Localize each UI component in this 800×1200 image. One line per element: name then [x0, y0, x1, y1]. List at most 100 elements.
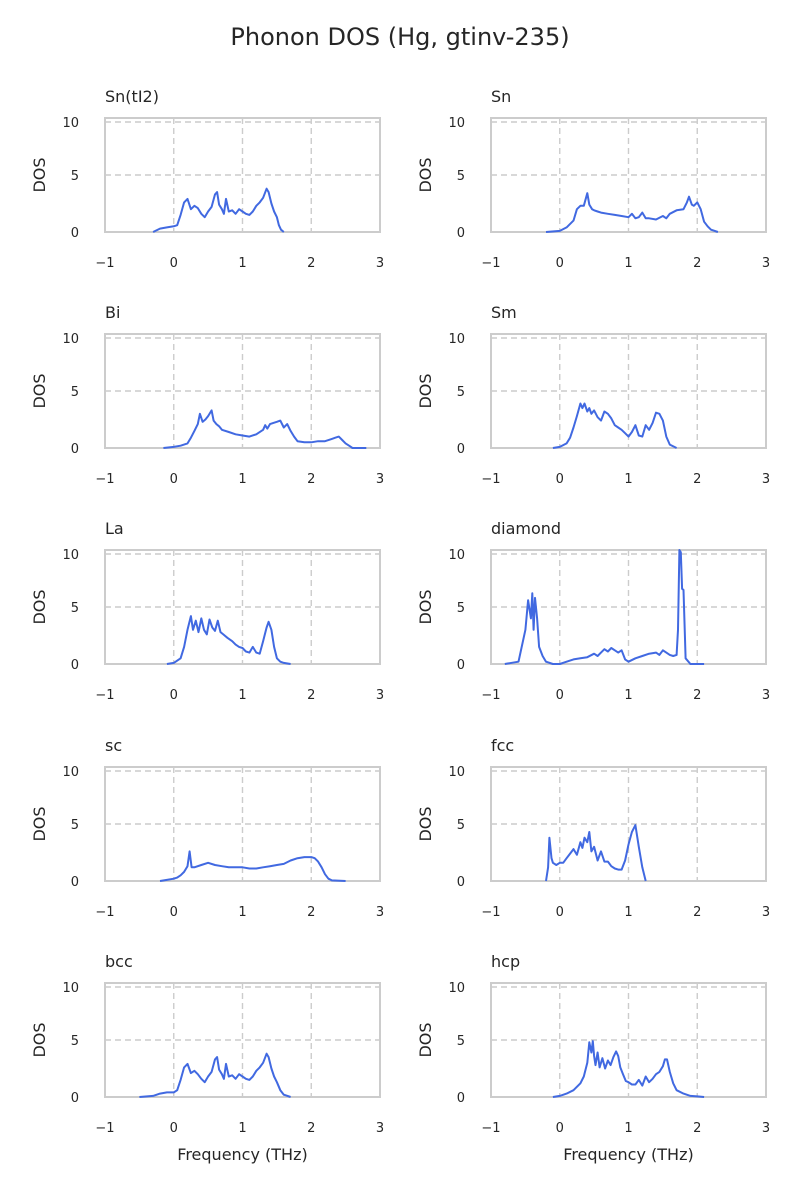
- x-tick-label: 0: [170, 256, 178, 271]
- x-tick-label: −1: [481, 472, 500, 487]
- y-tick-label: 5: [457, 1034, 465, 1049]
- x-tick-label: 1: [624, 1121, 632, 1136]
- x-tick-label: 3: [376, 472, 384, 487]
- x-axis-label: Frequency (THz): [563, 1145, 693, 1164]
- figure-title: Phonon DOS (Hg, gtinv-235): [230, 23, 569, 51]
- x-tick-label: 0: [556, 1121, 564, 1136]
- y-tick-label: 10: [448, 765, 465, 780]
- dos-curve-hcp: [552, 1040, 705, 1098]
- x-tick-label: 0: [170, 905, 178, 920]
- panel-diamond: −1 0 1 2 3 0 5 10 diamond DOS: [416, 519, 770, 703]
- x-tick-label: 1: [624, 688, 632, 703]
- y-tick-label: 0: [71, 226, 79, 241]
- y-tick-label: 10: [62, 548, 79, 563]
- panel-la: −1 0 1 2 3 0 5 10 La DOS: [30, 519, 384, 703]
- dos-curve-fcc: [545, 824, 647, 882]
- y-tick-label: 10: [448, 332, 465, 347]
- x-tick-label: 0: [170, 1121, 178, 1136]
- x-tick-label: −1: [95, 688, 114, 703]
- dos-curve-la: [166, 615, 291, 665]
- x-axis-label: Frequency (THz): [177, 1145, 307, 1164]
- y-tick-label: 5: [457, 169, 465, 184]
- y-axis-label: DOS: [30, 373, 49, 408]
- x-tick-label: −1: [481, 1121, 500, 1136]
- y-tick-label: 10: [448, 981, 465, 996]
- x-tick-label: 0: [556, 688, 564, 703]
- dos-curve-bi: [163, 409, 367, 449]
- y-tick-label: 0: [71, 1091, 79, 1106]
- x-tick-label: 0: [556, 905, 564, 920]
- panel-title: Sm: [491, 303, 517, 322]
- y-tick-label: 5: [457, 601, 465, 616]
- y-tick-label: 10: [62, 981, 79, 996]
- x-tick-label: −1: [95, 1121, 114, 1136]
- panel-sn-ti2: −1 0 1 2 3 0 5 10 Sn(tI2) DOS: [30, 87, 384, 271]
- y-tick-label: 10: [448, 548, 465, 563]
- x-tick-label: −1: [481, 688, 500, 703]
- x-tick-label: 3: [376, 256, 384, 271]
- y-tick-label: 5: [71, 1034, 79, 1049]
- y-tick-label: 0: [457, 875, 465, 890]
- y-axis-label: DOS: [416, 1022, 435, 1057]
- panel-title: La: [105, 519, 124, 538]
- x-tick-label: 2: [693, 256, 701, 271]
- x-tick-label: 2: [693, 905, 701, 920]
- x-tick-label: 1: [238, 472, 246, 487]
- y-tick-label: 0: [71, 442, 79, 457]
- y-axis-label: DOS: [416, 157, 435, 192]
- x-tick-label: 0: [556, 472, 564, 487]
- y-axis-label: DOS: [416, 806, 435, 841]
- y-axis-label: DOS: [30, 1022, 49, 1057]
- panel-title: diamond: [491, 519, 561, 538]
- panel-title: hcp: [491, 952, 520, 971]
- x-tick-label: 0: [556, 256, 564, 271]
- x-tick-label: 3: [376, 688, 384, 703]
- x-tick-label: −1: [481, 905, 500, 920]
- x-tick-label: 1: [238, 688, 246, 703]
- x-tick-label: 3: [762, 256, 770, 271]
- dos-curve-sm: [552, 402, 678, 449]
- y-tick-label: 5: [71, 601, 79, 616]
- y-axis-label: DOS: [30, 157, 49, 192]
- y-tick-label: 10: [62, 332, 79, 347]
- dos-curve-sc: [159, 850, 346, 882]
- x-tick-label: 1: [238, 1121, 246, 1136]
- panel-bi: −1 0 1 2 3 0 5 10 Bi DOS: [30, 303, 384, 487]
- x-tick-label: 2: [693, 472, 701, 487]
- panel-fcc: −1 0 1 2 3 0 5 10 fcc DOS: [416, 736, 770, 920]
- x-tick-label: 2: [307, 1121, 315, 1136]
- y-tick-label: 0: [457, 658, 465, 673]
- y-tick-label: 5: [71, 385, 79, 400]
- dos-curve-sn: [545, 192, 719, 233]
- y-axis-label: DOS: [416, 589, 435, 624]
- panel-title: bcc: [105, 952, 133, 971]
- dos-curve-sn-ti2: [152, 187, 285, 233]
- y-tick-label: 0: [457, 1091, 465, 1106]
- y-tick-label: 0: [71, 658, 79, 673]
- panel-title: Sn(tI2): [105, 87, 159, 106]
- x-tick-label: 2: [307, 905, 315, 920]
- x-tick-label: 2: [307, 256, 315, 271]
- y-tick-label: 5: [457, 385, 465, 400]
- y-tick-label: 5: [71, 169, 79, 184]
- panel-sc: −1 0 1 2 3 0 5 10 sc DOS: [30, 736, 384, 920]
- x-tick-label: 3: [762, 688, 770, 703]
- y-tick-label: 0: [457, 442, 465, 457]
- panel-hcp: −1 0 1 2 3 0 5 10 hcp DOS Frequency (THz): [416, 952, 770, 1164]
- x-tick-label: −1: [481, 256, 500, 271]
- y-axis-label: DOS: [416, 373, 435, 408]
- x-tick-label: 3: [762, 905, 770, 920]
- x-tick-label: 2: [693, 688, 701, 703]
- x-tick-label: 0: [170, 472, 178, 487]
- x-tick-label: 1: [624, 905, 632, 920]
- x-tick-label: 2: [693, 1121, 701, 1136]
- y-tick-label: 10: [448, 116, 465, 131]
- dos-curve-bcc: [139, 1052, 291, 1098]
- dos-curve-diamond: [504, 549, 705, 665]
- x-tick-label: −1: [95, 256, 114, 271]
- x-tick-label: 1: [238, 905, 246, 920]
- panel-title: Bi: [105, 303, 120, 322]
- panel-title: sc: [105, 736, 122, 755]
